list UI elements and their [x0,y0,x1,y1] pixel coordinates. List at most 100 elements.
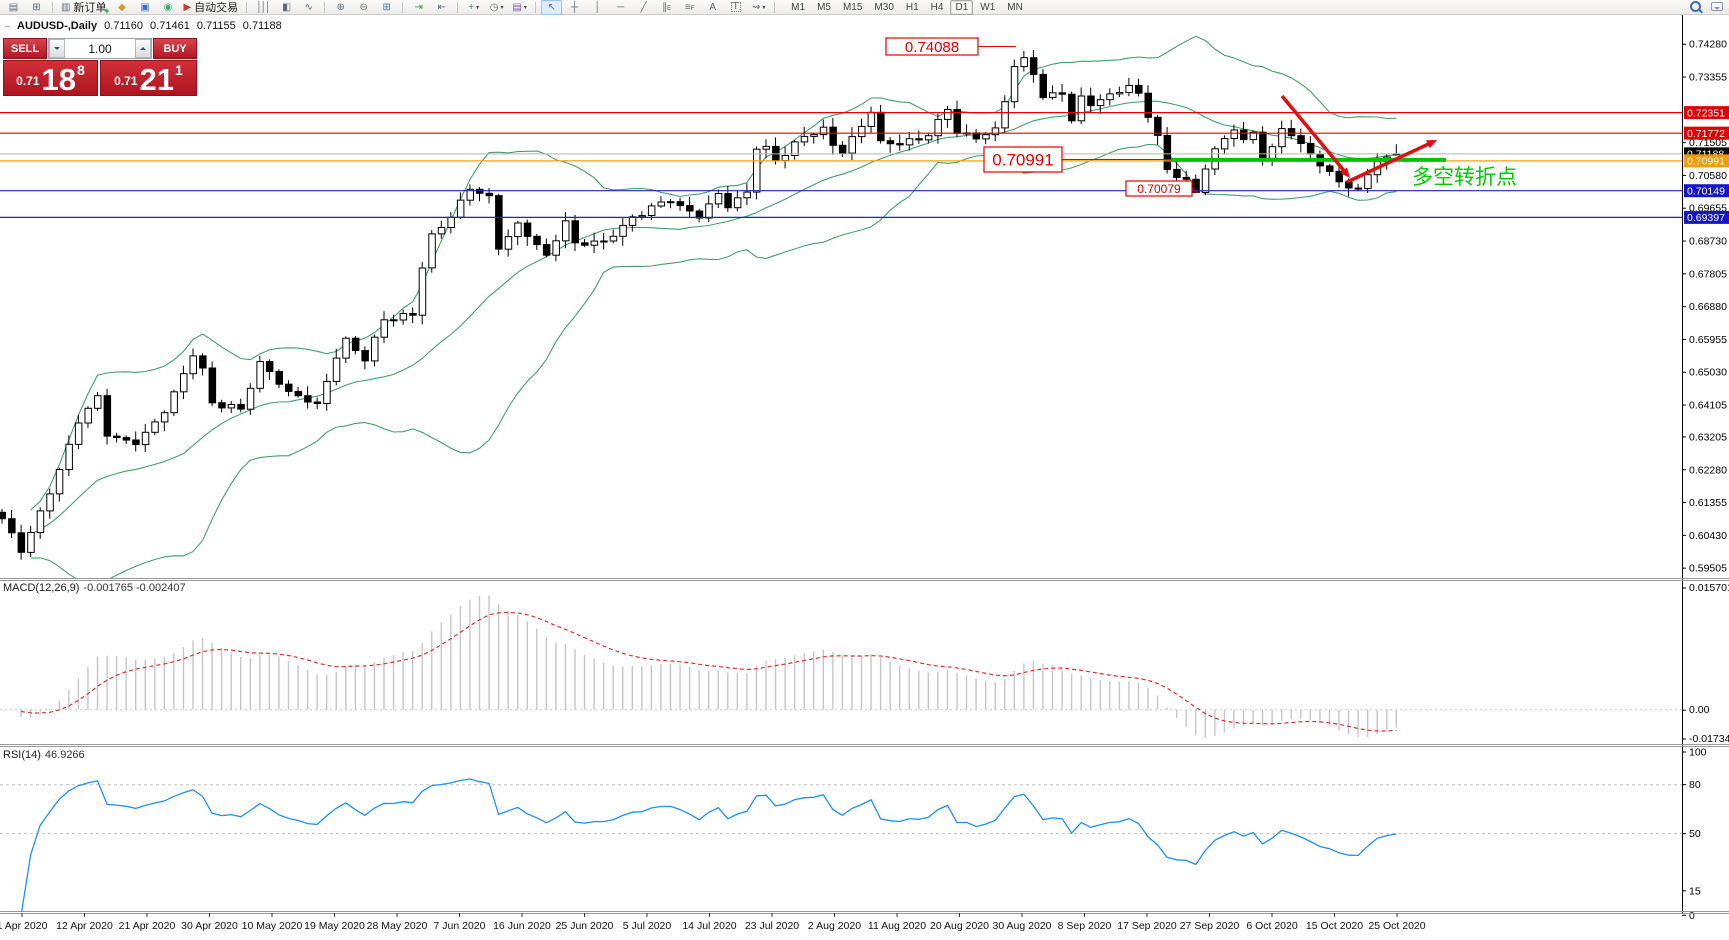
zoom-out-icon[interactable]: ⊖ [359,1,368,13]
timeframe-h4[interactable]: H4 [930,1,944,13]
buy-price-prefix: 0.71 [114,74,138,88]
rsi-pane [0,778,1682,912]
vertical-line-icon[interactable]: │ [594,1,601,13]
symbol-name: AUDUSD-,Daily [17,20,98,32]
profiles-icon[interactable]: ⊞ [32,1,41,13]
svg-text:10 May 2020: 10 May 2020 [242,920,303,932]
bull-bear-annotation[interactable]: 多空转折点 [1412,166,1517,189]
rsi-value: 46.9266 [44,749,85,761]
sell-price-pips: 18 [41,62,77,97]
cursor-icon[interactable]: ↖ [541,0,563,15]
price-callout-box[interactable] [1125,180,1193,197]
svg-text:0.015701: 0.015701 [1689,582,1729,594]
svg-text:19 May 2020: 19 May 2020 [304,920,365,932]
timeframe-m30[interactable]: M30 [874,1,894,13]
svg-text:100: 100 [1689,747,1707,759]
price-axis: 0.742800.733550.715050.705800.696550.687… [1682,39,1729,922]
svg-text:1 Apr 2020: 1 Apr 2020 [0,920,48,932]
price-axis-badges: 0.723510.717720.711880.709910.701490.693… [1684,106,1729,224]
auto-scroll-icon[interactable]: ⇥ [414,1,423,13]
ohlc-high: 0.71461 [150,20,190,32]
chat-icon[interactable] [1711,2,1723,11]
trend-arrow-1[interactable] [1280,94,1348,175]
ohlc-close: 0.71188 [242,20,282,32]
svg-text:12 Apr 2020: 12 Apr 2020 [56,920,113,932]
svg-text:7 Jun 2020: 7 Jun 2020 [434,920,486,932]
channel-icon[interactable]: ∥ E [662,1,672,13]
periods-icon[interactable]: ◷ ▾ [489,1,504,13]
autotrading-button[interactable]: ▶ 自动交易 [183,1,239,15]
trendline-icon[interactable]: ╱ [640,1,647,13]
timeframe-m5[interactable]: M5 [817,1,831,13]
data-window-icon[interactable]: ▣ [140,1,150,13]
toolbar-separator [246,1,248,13]
text-icon[interactable]: A [709,1,716,13]
date-axis: 1 Apr 2020 12 Apr 2020 21 Apr 2020 30 Apr 2… [0,913,1426,932]
timeframe-mn[interactable]: MN [1007,1,1023,13]
new-chart-icon[interactable]: ▤ [8,1,19,13]
chevron-down-icon [54,47,60,53]
svg-text:25 Jun 2020: 25 Jun 2020 [556,920,614,932]
trend-arrowhead-2 [1426,140,1437,149]
svg-text:50: 50 [1689,828,1701,840]
svg-text:28 May 2020: 28 May 2020 [367,920,428,932]
candlestick-chart-icon[interactable]: ▮▯ [282,1,291,13]
svg-text:0: 0 [1689,910,1695,922]
svg-text:0.74280: 0.74280 [1689,39,1727,51]
text-label-icon[interactable]: T [730,1,741,12]
svg-text:17 Sep 2020: 17 Sep 2020 [1117,920,1177,932]
bollinger-middle-band [30,100,1397,535]
svg-text:23 Jul 2020: 23 Jul 2020 [745,920,799,932]
price-callout-text: 0.74088 [905,39,959,56]
price-callout-box[interactable] [885,37,979,56]
svg-text:0.65955: 0.65955 [1689,334,1727,346]
chevron-up-icon [140,44,146,50]
svg-text:16 Jun 2020: 16 Jun 2020 [493,920,551,932]
timeframe-h1[interactable]: H1 [905,1,919,13]
sell-button[interactable]: SELL [3,38,47,59]
buy-price-tile[interactable]: 0.71 21 1 [100,60,197,96]
indicators-icon[interactable]: + ▾ [468,1,480,13]
svg-text:0.71505: 0.71505 [1689,137,1727,149]
callout-connector [1191,187,1199,194]
zoom-in-icon[interactable]: ⊕ [336,1,345,13]
new-order-button[interactable]: ▥ + 新订单 [61,1,110,16]
templates-icon[interactable]: ▤ ▾ [512,1,527,13]
tile-windows-icon[interactable]: ⊞ [382,1,391,13]
timeframe-m1[interactable]: M1 [791,1,806,13]
price-callout-box[interactable] [983,146,1063,173]
volume-decrease-button[interactable] [49,39,65,58]
candles [0,50,1401,560]
bar-chart-icon[interactable]: │││ [256,1,271,13]
horizontal-line-icon[interactable]: ─ [617,1,625,13]
svg-text:6 Oct 2020: 6 Oct 2020 [1246,920,1298,932]
svg-text:25 Oct 2020: 25 Oct 2020 [1368,920,1425,932]
ohlc-low: 0.71155 [196,20,236,32]
volume-increase-button[interactable] [135,39,151,58]
timeframe-d1[interactable]: D1 [950,0,974,15]
svg-text:15 Oct 2020: 15 Oct 2020 [1306,920,1363,932]
signals-icon[interactable]: ◉ [163,1,173,13]
svg-text:0.69397: 0.69397 [1687,212,1725,224]
toolbar-separator [402,1,404,13]
svg-text:0.61355: 0.61355 [1689,497,1727,509]
trend-arrow-2[interactable] [1346,140,1433,184]
arrows-icon[interactable]: ⇝ ▾ [751,1,766,13]
volume-input[interactable] [65,39,135,58]
crosshair-icon[interactable]: ┼ [571,1,579,13]
line-chart-icon[interactable]: ∿ [304,1,313,13]
timeframe-w1[interactable]: W1 [980,1,996,13]
toolbar-separator [457,1,459,13]
timeframe-m15[interactable]: M15 [842,1,863,13]
svg-text:0.73355: 0.73355 [1689,72,1727,84]
macd-histogram [20,595,1398,738]
buy-button[interactable]: BUY [153,38,197,59]
chart-shift-icon[interactable]: ⇤ [437,1,446,13]
fibonacci-icon[interactable]: ≡ F [684,1,695,13]
search-icon[interactable] [1690,1,1701,12]
trend-arrowhead-1 [1340,167,1350,178]
sell-price-tile[interactable]: 0.71 18 8 [3,60,98,96]
market-watch-icon[interactable]: ◆ [118,1,126,13]
